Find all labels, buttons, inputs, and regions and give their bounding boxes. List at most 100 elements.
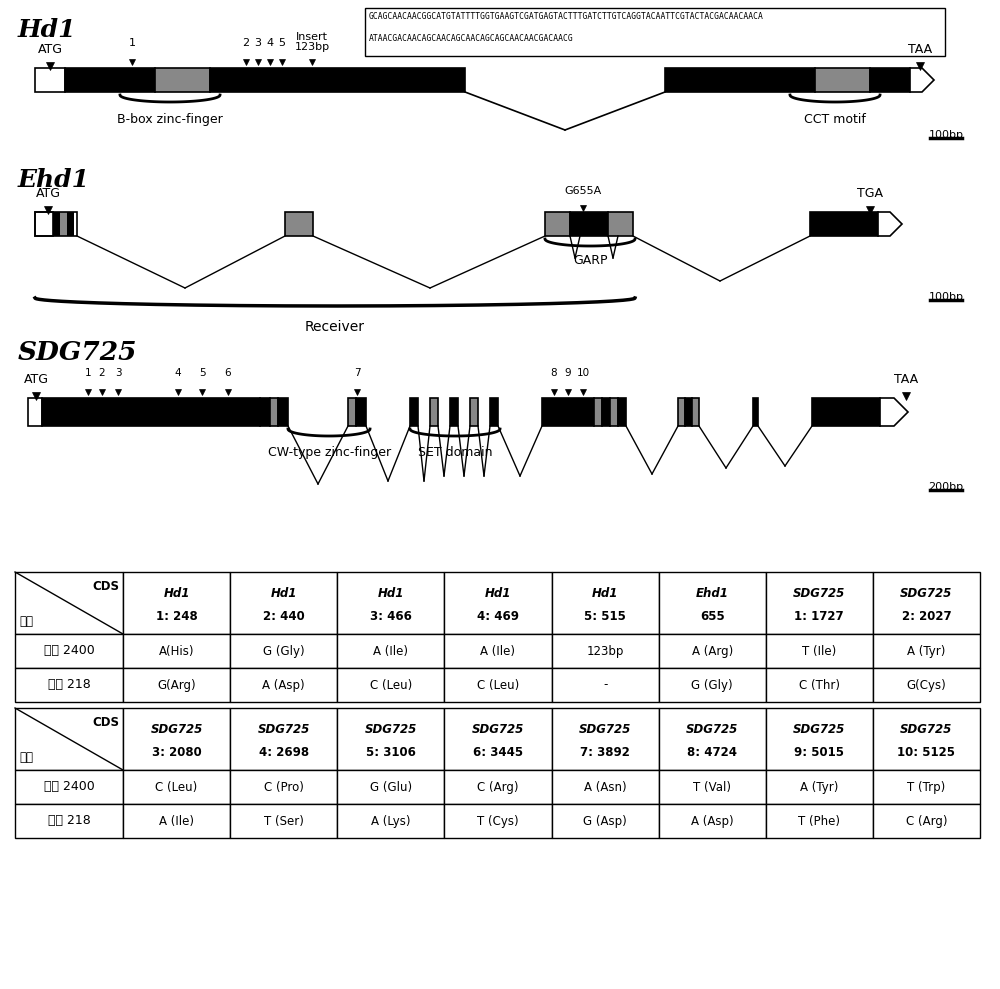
Text: 名称: 名称	[19, 751, 33, 764]
Bar	[753, 398, 758, 426]
Text: SDG725: SDG725	[579, 723, 631, 736]
Text: C (Thr): C (Thr)	[799, 678, 840, 691]
Text: 1: 248: 1: 248	[156, 610, 197, 623]
Text: 6: 6	[225, 368, 231, 378]
Bar	[337, 804, 444, 838]
Text: 3: 3	[254, 38, 262, 48]
Bar	[15, 708, 123, 770]
Text: 4: 2698: 4: 2698	[259, 746, 309, 760]
Text: Hd1: Hd1	[592, 587, 618, 600]
Text: G (Gly): G (Gly)	[263, 645, 304, 658]
Text: 1: 1	[128, 38, 136, 48]
Text: GCAGCAACAACGGCATGTATTTTGGTGAAGTCGATGAGTACTTTGATCTTGTCAGGTACAATTCGTACTACGACAACAAC: GCAGCAACAACGGCATGTATTTTGGTGAAGTCGATGAGTA…	[369, 12, 764, 21]
Bar	[15, 634, 123, 668]
Bar	[678, 398, 685, 426]
Bar	[444, 572, 552, 634]
Text: 5: 5	[278, 38, 286, 48]
Text: 5: 3106: 5: 3106	[366, 746, 416, 760]
Bar	[35, 212, 77, 236]
Text: SET domain: SET domain	[418, 446, 492, 459]
Polygon shape	[878, 212, 902, 236]
Text: 1: 1727: 1: 1727	[794, 610, 844, 623]
Bar	[356, 398, 366, 426]
Text: Ehd1: Ehd1	[18, 168, 90, 192]
Text: ATG: ATG	[36, 187, 60, 200]
Bar	[873, 770, 980, 804]
Text: ATAACGACAACAGCAACAGCAACAGCAGCAACAACGACAACG: ATAACGACAACAGCAACAGCAACAGCAGCAACAACGACAA…	[369, 34, 574, 43]
Text: G(Cys): G(Cys)	[907, 678, 946, 691]
Text: 镇粳 2400: 镇粳 2400	[44, 780, 94, 793]
Text: 10: 10	[576, 368, 590, 378]
Text: 8: 8	[551, 368, 557, 378]
Bar	[123, 708, 230, 770]
Bar	[812, 398, 880, 426]
Text: B-box zinc-finger: B-box zinc-finger	[117, 113, 223, 126]
Text: 9: 5015: 9: 5015	[794, 746, 844, 760]
Bar	[766, 634, 873, 668]
Text: T (Ser): T (Ser)	[264, 815, 304, 828]
Bar	[123, 668, 230, 702]
Text: C (Arg): C (Arg)	[477, 780, 519, 793]
Text: 100bp: 100bp	[928, 130, 964, 140]
Bar	[230, 804, 337, 838]
Text: Receiver: Receiver	[305, 320, 365, 334]
Bar	[766, 708, 873, 770]
Bar	[552, 668, 659, 702]
Bar	[444, 668, 552, 702]
Text: T (Trp): T (Trp)	[907, 780, 946, 793]
Bar	[659, 668, 766, 702]
Bar	[570, 212, 608, 236]
Text: A (Asp): A (Asp)	[691, 815, 734, 828]
Bar	[552, 572, 659, 634]
Bar	[15, 668, 123, 702]
Bar	[285, 212, 313, 236]
Bar	[810, 212, 878, 236]
Bar	[602, 398, 610, 426]
Text: CW-type zinc-finger: CW-type zinc-finger	[268, 446, 392, 459]
Bar	[444, 770, 552, 804]
Polygon shape	[910, 68, 934, 92]
Text: SDG725: SDG725	[472, 723, 524, 736]
Text: G (Asp): G (Asp)	[583, 815, 627, 828]
Bar	[337, 770, 444, 804]
Text: T (Cys): T (Cys)	[477, 815, 519, 828]
Text: G655A: G655A	[564, 186, 602, 196]
Text: 6: 3445: 6: 3445	[473, 746, 523, 760]
Text: GARP: GARP	[573, 254, 607, 267]
Bar	[337, 708, 444, 770]
Bar	[450, 398, 458, 426]
Text: 嘉禾 218: 嘉禾 218	[48, 815, 90, 828]
Bar	[470, 398, 478, 426]
Text: TGA: TGA	[857, 187, 883, 200]
Bar	[873, 668, 980, 702]
Bar	[42, 398, 260, 426]
Text: TAA: TAA	[908, 43, 932, 56]
Bar	[28, 398, 42, 426]
Text: 9: 9	[565, 368, 571, 378]
Text: T (Val): T (Val)	[693, 780, 731, 793]
Text: SDG725: SDG725	[793, 723, 845, 736]
Text: 10: 5125: 10: 5125	[897, 746, 955, 760]
Text: 200bp: 200bp	[928, 482, 964, 492]
Bar	[685, 398, 692, 426]
Bar	[67, 212, 74, 236]
Text: A (Ile): A (Ile)	[373, 645, 408, 658]
Bar	[766, 770, 873, 804]
Text: 嘉禾 218: 嘉禾 218	[48, 678, 90, 691]
Bar	[35, 212, 53, 236]
Text: Hd1: Hd1	[270, 587, 297, 600]
Text: Hd1: Hd1	[485, 587, 511, 600]
Bar	[365, 8, 945, 56]
Bar	[155, 68, 210, 92]
Bar	[490, 398, 498, 426]
Bar	[270, 398, 278, 426]
Bar	[53, 212, 60, 236]
Text: Hd1: Hd1	[378, 587, 404, 600]
Bar	[230, 668, 337, 702]
Bar	[230, 572, 337, 634]
Text: CCT motif: CCT motif	[804, 113, 866, 126]
Text: A (Ile): A (Ile)	[480, 645, 515, 658]
Text: 100bp: 100bp	[928, 292, 964, 302]
Bar	[123, 572, 230, 634]
Bar	[659, 708, 766, 770]
